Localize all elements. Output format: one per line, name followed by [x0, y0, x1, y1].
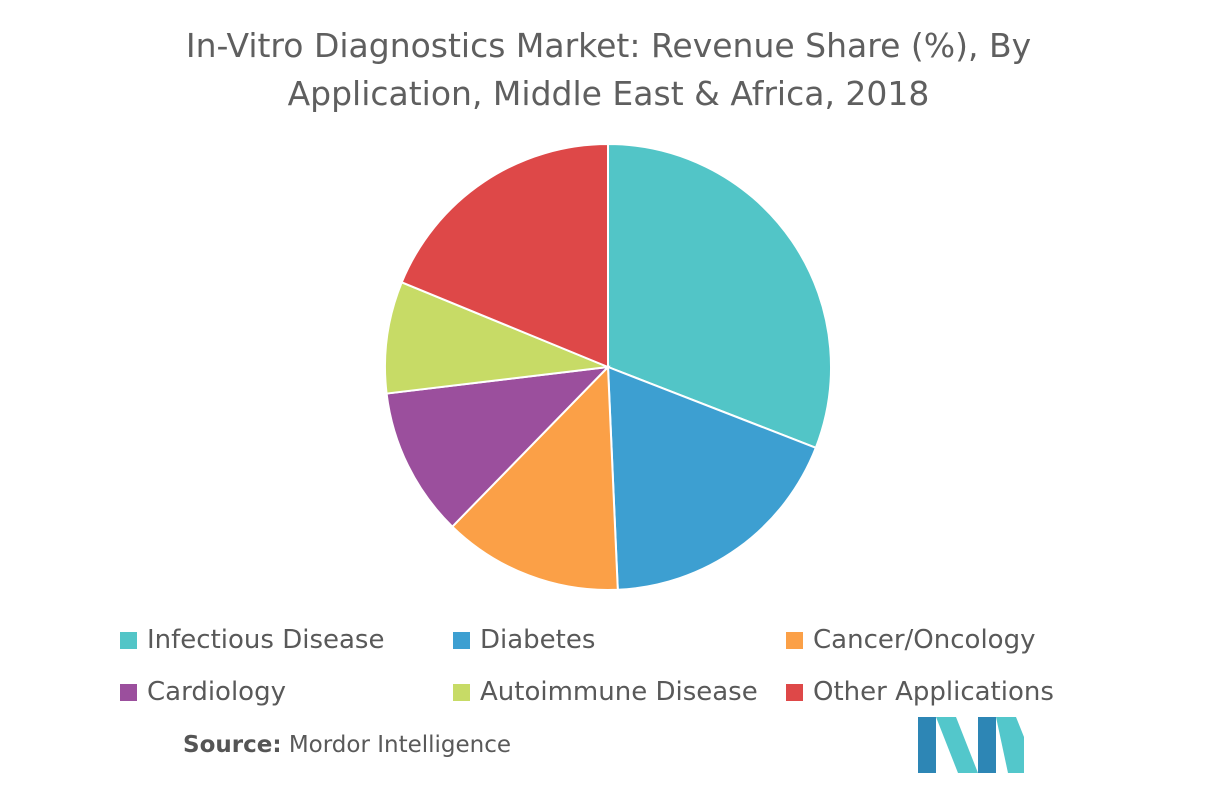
logo-shape-left: [918, 717, 936, 773]
logo-shape-diagonal-1: [936, 717, 978, 773]
legend-item-diabetes: Diabetes: [453, 620, 595, 660]
legend-item-cancer-oncology: Cancer/Oncology: [786, 620, 1035, 660]
legend-swatch-cardiology: [120, 683, 137, 701]
chart-title-line-1: In-Vitro Diagnostics Market: Revenue Sha…: [185, 26, 1032, 65]
pie-slice-autoimmune-disease: [384, 281, 612, 395]
pie-slice-diabetes: [606, 365, 818, 591]
source-note: Source: Mordor Intelligence: [183, 732, 511, 758]
legend-item-infectious-disease: Infectious Disease: [120, 620, 384, 660]
legend-label-cancer-oncology: Cancer/Oncology: [813, 625, 1036, 655]
source-text: Mordor Intelligence: [288, 732, 512, 758]
legend-label-diabetes: Diabetes: [480, 625, 596, 655]
legend-item-autoimmune-disease: Autoimmune Disease: [453, 672, 758, 712]
chart-title: In-Vitro Diagnostics Market: Revenue Sha…: [0, 22, 1217, 118]
pie-slice-cardiology: [385, 365, 611, 529]
logo-shape-middle: [978, 717, 996, 773]
legend-swatch-cancer-oncology: [786, 631, 803, 649]
source-label: Source:: [183, 732, 282, 758]
legend-label-autoimmune-disease: Autoimmune Disease: [480, 677, 758, 707]
legend-label-cardiology: Cardiology: [147, 677, 286, 707]
chart-title-line-2: Application, Middle East & Africa, 2018: [287, 74, 930, 113]
pie-chart: [384, 142, 832, 591]
legend-item-other-applications: Other Applications: [786, 672, 1054, 712]
legend: Infectious Disease Diabetes Cancer/Oncol…: [120, 620, 1100, 730]
pie-slice-infectious-disease: [607, 142, 832, 450]
legend-swatch-autoimmune-disease: [453, 683, 470, 701]
legend-label-infectious-disease: Infectious Disease: [147, 625, 385, 655]
logo-shape-diagonal-2: [996, 717, 1024, 773]
pie-slice-other-applications: [400, 142, 609, 369]
legend-swatch-diabetes: [453, 631, 470, 649]
pie-slice-cancer-oncology: [450, 364, 619, 591]
legend-item-cardiology: Cardiology: [120, 672, 286, 712]
legend-label-other-applications: Other Applications: [813, 677, 1054, 707]
legend-swatch-other-applications: [786, 683, 803, 701]
mordor-intelligence-logo: [918, 717, 1024, 773]
legend-swatch-infectious-disease: [120, 631, 137, 649]
